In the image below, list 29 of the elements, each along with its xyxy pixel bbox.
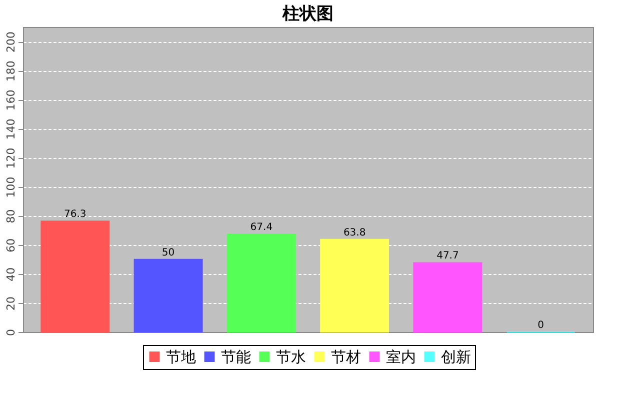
legend-label: 节水 xyxy=(276,348,306,366)
chart-title: 柱状图 xyxy=(282,4,334,24)
y-tick-label: 140 xyxy=(4,118,18,140)
data-label: 47.7 xyxy=(436,250,459,262)
y-tick-label: 180 xyxy=(4,60,18,82)
data-label: 63.8 xyxy=(343,227,366,238)
y-tick-label: 0 xyxy=(4,329,18,336)
bar xyxy=(320,238,390,332)
legend-label: 节材 xyxy=(331,348,361,366)
data-label: 76.3 xyxy=(64,209,86,220)
legend-label: 创新 xyxy=(441,348,471,366)
y-tick-label: 40 xyxy=(4,267,18,282)
bar xyxy=(40,220,110,332)
bar xyxy=(134,258,203,332)
y-tick-label: 60 xyxy=(4,238,18,252)
y-tick-label: 160 xyxy=(4,90,18,111)
legend-label: 室内 xyxy=(386,348,416,366)
bar xyxy=(413,262,482,332)
data-label: 0 xyxy=(538,320,544,331)
data-label: 67.4 xyxy=(250,222,273,234)
bar xyxy=(226,234,296,332)
y-tick-label: 120 xyxy=(4,148,18,169)
legend-label: 节地 xyxy=(166,348,196,366)
y-tick-label: 20 xyxy=(4,296,18,310)
legend-label: 节能 xyxy=(221,348,251,366)
y-tick-label: 80 xyxy=(4,209,18,224)
data-label: 50 xyxy=(162,247,175,258)
y-tick-label: 100 xyxy=(4,176,18,198)
y-tick-label: 200 xyxy=(4,32,18,53)
